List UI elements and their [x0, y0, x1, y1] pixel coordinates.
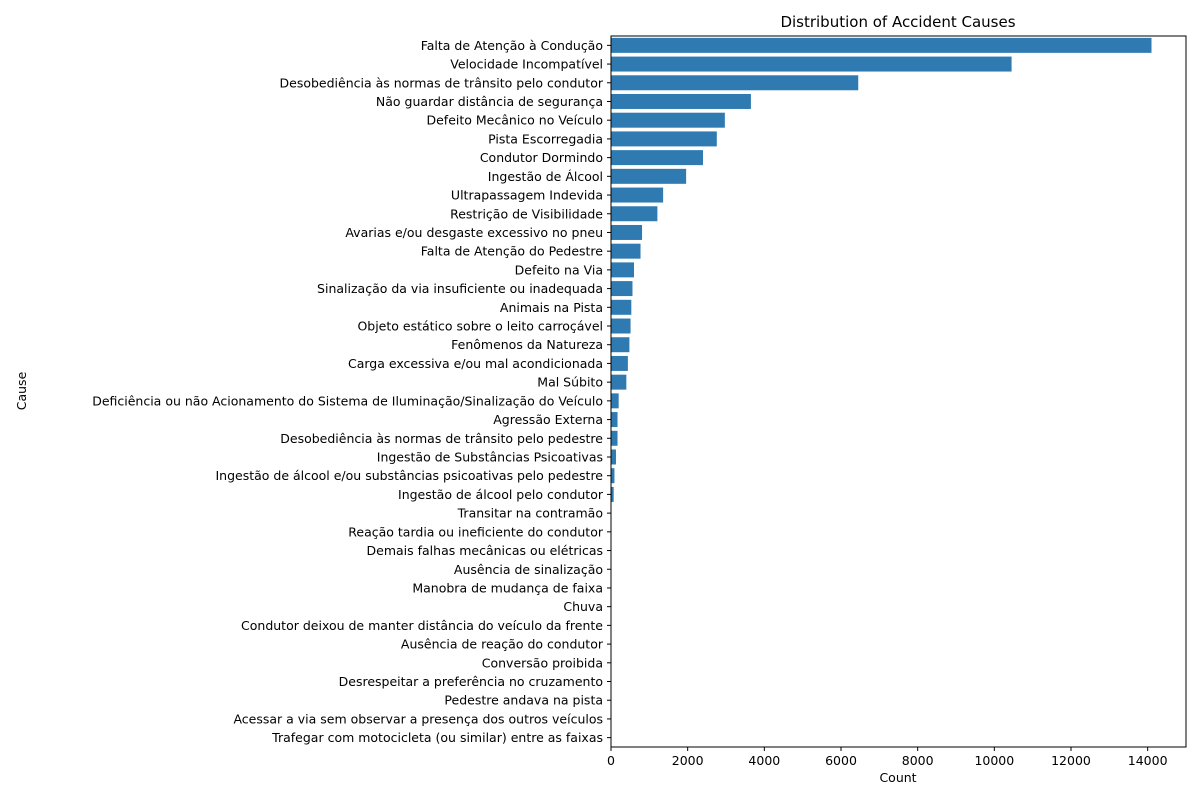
- x-tick-label: 2000: [672, 753, 704, 768]
- bar: [611, 37, 1152, 53]
- category-label: Transitar na contramão: [457, 506, 603, 521]
- bar: [611, 94, 751, 109]
- category-label: Ingestão de Substâncias Psicoativas: [377, 449, 603, 464]
- bar: [611, 430, 618, 446]
- bar: [611, 168, 687, 184]
- category-label: Ingestão de álcool e/ou substâncias psic…: [215, 468, 603, 483]
- bar: [611, 412, 618, 428]
- category-label: Chuva: [563, 599, 603, 614]
- bar: [611, 355, 628, 371]
- bar: [611, 75, 859, 91]
- category-label: Falta de Atenção do Pedestre: [421, 244, 604, 259]
- category-label: Agressão Externa: [493, 412, 603, 427]
- x-tick-label: 14000: [1128, 753, 1168, 768]
- category-label: Defeito Mecânico no Veículo: [426, 113, 603, 128]
- y-axis-label: Cause: [14, 371, 29, 410]
- bar: [611, 206, 658, 222]
- bar: [611, 449, 616, 465]
- category-label: Desrespeitar a preferência no cruzamento: [339, 674, 603, 689]
- category-label: Manobra de mudança de faixa: [412, 580, 603, 595]
- category-label: Condutor Dormindo: [480, 150, 603, 165]
- category-label: Ultrapassagem Indevida: [451, 188, 603, 203]
- bar: [611, 468, 615, 484]
- bar: [611, 131, 717, 147]
- bar: [611, 224, 643, 240]
- bar: [611, 262, 634, 278]
- category-label: Ausência de reação do condutor: [401, 637, 604, 652]
- bar: [611, 374, 627, 390]
- x-tick-label: 4000: [748, 753, 780, 768]
- category-labels: Falta de Atenção à Condução Velocidade In…: [92, 38, 611, 745]
- bar: [611, 393, 619, 409]
- bar: [611, 337, 630, 353]
- category-label: Pedestre andava na pista: [444, 693, 603, 708]
- bar: [611, 243, 641, 259]
- category-label: Ingestão de álcool pelo condutor: [398, 487, 604, 502]
- bar: [611, 299, 632, 315]
- x-tick-label: 8000: [902, 753, 934, 768]
- category-label: Avarias e/ou desgaste excessivo no pneu: [345, 225, 603, 240]
- category-label: Reação tardia ou ineficiente do condutor: [348, 524, 604, 539]
- category-label: Pista Escorregadia: [488, 131, 603, 146]
- category-label: Velocidade Incompatível: [450, 57, 603, 72]
- category-label: Animais na Pista: [500, 300, 603, 315]
- bars-group: [611, 37, 1152, 746]
- category-label: Carga excessiva e/ou mal acondicionada: [348, 356, 603, 371]
- bar: [611, 112, 725, 128]
- plot-frame: [610, 35, 1187, 748]
- category-label: Deficiência ou não Acionamento do Sistem…: [92, 393, 603, 408]
- x-tick-label: 12000: [1051, 753, 1091, 768]
- category-label: Defeito na Via: [515, 262, 603, 277]
- category-label: Condutor deixou de manter distância do v…: [241, 618, 603, 633]
- category-label: Conversão proibida: [482, 655, 603, 670]
- x-tick-label: 6000: [825, 753, 857, 768]
- category-label: Trafegar com motocicleta (ou similar) en…: [271, 730, 603, 745]
- category-label: Fenômenos da Natureza: [451, 337, 603, 352]
- category-label: Desobediência às normas de trânsito pelo…: [280, 431, 603, 446]
- category-label: Acessar a via sem observar a presença do…: [233, 711, 603, 726]
- x-axis-label: Count: [879, 770, 916, 785]
- bar: [611, 281, 633, 297]
- x-tick-label: 0: [607, 753, 615, 768]
- bar: [611, 318, 631, 334]
- category-label: Mal Súbito: [537, 375, 603, 390]
- chart-title: Distribution of Accident Causes: [780, 13, 1015, 31]
- category-label: Ausência de sinalização: [454, 562, 603, 577]
- category-label: Sinalização da via insuficiente ou inade…: [317, 281, 603, 296]
- x-tick-label: 10000: [974, 753, 1014, 768]
- bar: [611, 150, 703, 166]
- bar: [611, 187, 664, 203]
- bar: [611, 486, 614, 502]
- category-label: Falta de Atenção à Condução: [421, 38, 603, 53]
- bar: [611, 56, 1012, 72]
- category-label: Ingestão de Álcool: [488, 169, 603, 184]
- category-label: Demais falhas mecânicas ou elétricas: [367, 543, 603, 558]
- category-label: Desobediência às normas de trânsito pelo…: [280, 75, 604, 90]
- category-label: Não guardar distância de segurança: [376, 94, 603, 109]
- category-label: Objeto estático sobre o leito carroçável: [357, 319, 603, 334]
- category-label: Restrição de Visibilidade: [450, 206, 603, 221]
- x-ticks: 0 2000 4000 6000 8000 10000 12000 14000: [607, 747, 1168, 768]
